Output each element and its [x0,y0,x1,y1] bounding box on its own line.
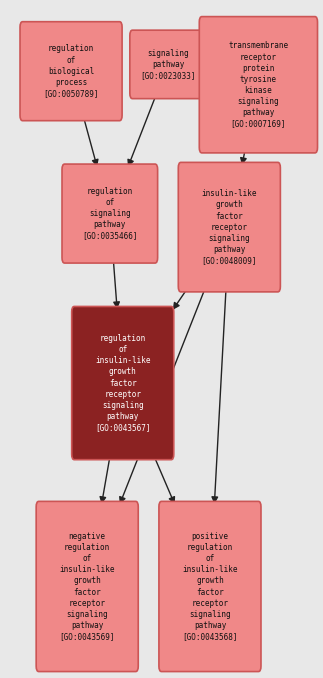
FancyBboxPatch shape [62,164,158,263]
Text: negative
regulation
of
insulin-like
growth
factor
receptor
signaling
pathway
[GO: negative regulation of insulin-like grow… [59,532,115,641]
Text: transmembrane
receptor
protein
tyrosine
kinase
signaling
pathway
[GO:0007169]: transmembrane receptor protein tyrosine … [228,41,288,128]
FancyBboxPatch shape [178,163,280,292]
Text: regulation
of
insulin-like
growth
factor
receptor
signaling
pathway
[GO:0043567]: regulation of insulin-like growth factor… [95,334,151,432]
FancyBboxPatch shape [20,22,122,121]
FancyBboxPatch shape [72,306,174,460]
Text: positive
regulation
of
insulin-like
growth
factor
receptor
signaling
pathway
[GO: positive regulation of insulin-like grow… [182,532,238,641]
Text: regulation
of
biological
process
[GO:0050789]: regulation of biological process [GO:005… [43,45,99,98]
Text: regulation
of
signaling
pathway
[GO:0035466]: regulation of signaling pathway [GO:0035… [82,187,138,240]
FancyBboxPatch shape [199,16,318,153]
Text: signaling
pathway
[GO:0023033]: signaling pathway [GO:0023033] [140,49,196,80]
FancyBboxPatch shape [36,502,138,671]
FancyBboxPatch shape [130,30,206,98]
FancyBboxPatch shape [159,502,261,671]
Text: insulin-like
growth
factor
receptor
signaling
pathway
[GO:0048009]: insulin-like growth factor receptor sign… [202,189,257,265]
